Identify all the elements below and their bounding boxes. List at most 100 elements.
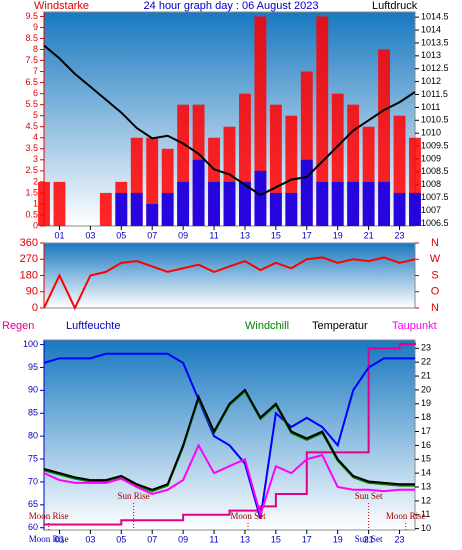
x-tick-label: 23 [395, 534, 405, 544]
annotation: Sun Set [355, 491, 383, 501]
bar [269, 192, 282, 226]
y-tick-label: 95 [28, 362, 38, 372]
y-tick-label: 60 [28, 522, 38, 532]
y-tick-label: 70 [28, 476, 38, 486]
bar [347, 181, 360, 226]
y-tick-label: 9 [33, 22, 38, 32]
y2-tick-label: 12 [421, 495, 431, 505]
legend-entry: Windstarke [34, 0, 89, 12]
bar [53, 181, 66, 226]
y-tick-label: 0.5 [25, 209, 38, 219]
bar [239, 93, 251, 226]
series-line [43, 352, 415, 519]
bar [177, 104, 190, 226]
y-tick-label: 1.5 [25, 187, 38, 197]
x-tick-label: 09 [178, 534, 188, 544]
series-line [43, 44, 416, 197]
y2-tick-label: 23 [421, 343, 431, 353]
y2-tick-label: 1007.5 [421, 192, 449, 202]
y2-tick-label: 1009 [421, 153, 441, 163]
legend-entry: Luftfeuchte [66, 320, 120, 332]
legend-entry: Luftdruck [372, 0, 418, 12]
bar [208, 181, 220, 226]
bar [192, 159, 205, 226]
x-tick-label: 05 [116, 534, 126, 544]
x-tick-label: 17 [302, 230, 312, 240]
bar [254, 16, 267, 227]
x-tick-label: 11 [209, 534, 218, 544]
bar [146, 203, 159, 226]
y-tick-label: 360 [20, 237, 38, 249]
y2-tick-label: 18 [421, 412, 431, 422]
x-tick-label: 13 [240, 534, 250, 544]
y-tick-label: 65 [28, 499, 38, 509]
y2-tick-label: S [431, 269, 438, 281]
y-tick-label: 90 [28, 385, 38, 395]
x-tick-label: 19 [333, 230, 343, 240]
x-tick-label: 23 [395, 230, 405, 240]
x-tick-label: 01 [54, 230, 64, 240]
y2-tick-label: W [430, 253, 441, 265]
annotation: Moon Set [230, 511, 266, 521]
y-tick-label: 75 [28, 453, 38, 463]
y-tick-label: 7.5 [25, 55, 38, 65]
y-tick-label: 1 [33, 198, 38, 208]
y2-tick-label: 15 [421, 454, 431, 464]
bar [285, 192, 298, 226]
y2-tick-label: 14 [421, 468, 431, 478]
y-tick-label: 4.5 [25, 121, 38, 131]
legend-entry: Windchill [245, 320, 289, 332]
bar [316, 181, 329, 226]
y2-tick-label: 13 [421, 481, 431, 491]
series-line [43, 256, 416, 311]
x-tick-label: 21 [364, 230, 374, 240]
bar [393, 115, 406, 226]
y-tick-label: 0 [33, 220, 38, 230]
y2-tick-label: 10 [421, 523, 431, 533]
y2-tick-label: 1013 [421, 50, 441, 60]
y-tick-label: 80 [28, 431, 38, 441]
x-tick-label: 15 [271, 534, 281, 544]
y-tick-label: 100 [23, 339, 38, 349]
y-tick-label: 6.5 [25, 77, 38, 87]
bar [38, 181, 50, 226]
y2-tick-label: 20 [421, 384, 431, 394]
y2-tick-label: 1010 [421, 128, 441, 138]
y-tick-label: 0 [32, 302, 38, 314]
y2-tick-label: 16 [421, 440, 431, 450]
x-tick-label: 07 [147, 230, 157, 240]
y-tick-label: 8.5 [25, 33, 38, 43]
y2-tick-label: 1008.5 [421, 166, 449, 176]
x-tick-label: 19 [333, 534, 343, 544]
series-line [43, 443, 415, 519]
y-tick-label: 270 [20, 253, 38, 265]
x-tick-label: 09 [178, 230, 188, 240]
y2-tick-label: O [431, 286, 440, 298]
bar [161, 192, 174, 226]
x-tick-label: 05 [116, 230, 126, 240]
bar [223, 126, 236, 226]
bar [331, 93, 344, 226]
annotation: Sun Set [355, 534, 383, 544]
annotation: Moon Rise [29, 511, 69, 521]
bar [223, 181, 236, 226]
y2-tick-label: 1006.5 [421, 218, 449, 228]
bar [347, 104, 360, 226]
y-tick-label: 2.5 [25, 165, 38, 175]
chart-title: 24 hour graph day : 06 August 2023 [144, 0, 319, 12]
bar [300, 71, 313, 226]
y2-tick-label: 21 [421, 370, 431, 380]
x-tick-label: 01 [54, 534, 64, 544]
y2-tick-label: N [431, 302, 439, 314]
y-tick-label: 2 [33, 176, 38, 186]
bar [409, 137, 421, 226]
bar [269, 104, 282, 226]
bar [362, 181, 375, 226]
y2-tick-label: 1011 [421, 102, 440, 112]
bar [130, 192, 143, 226]
x-tick-label: 21 [364, 534, 374, 544]
y2-tick-label: 1007 [421, 205, 441, 215]
y2-tick-label: 22 [421, 357, 431, 367]
y2-tick-label: 11 [421, 509, 430, 519]
